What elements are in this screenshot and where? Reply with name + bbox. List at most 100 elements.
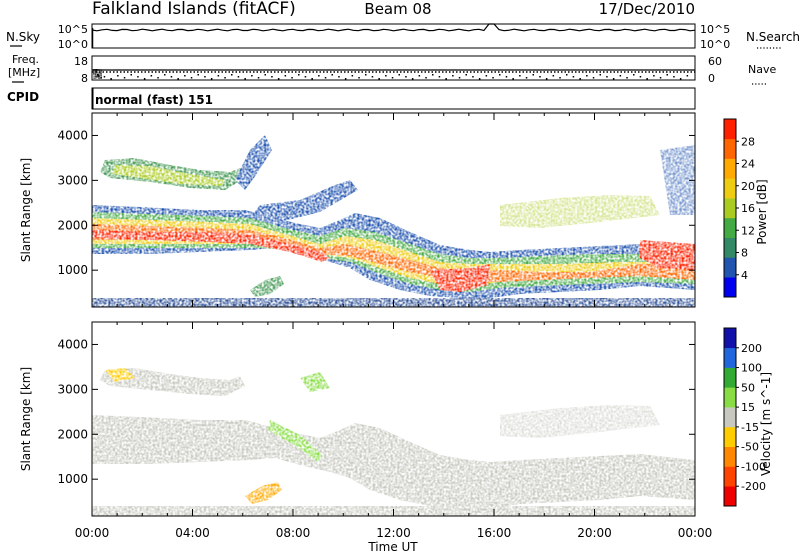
nave-dot xyxy=(552,75,555,77)
nave-dot xyxy=(231,74,233,76)
nave-dot xyxy=(626,77,628,79)
power-panel: Slant Range [km] 1000 2000 3000 4000 4 8 12 16… xyxy=(19,112,769,308)
nave-dot xyxy=(210,78,213,80)
power-far-band-right xyxy=(500,195,660,228)
colorbar-swatch xyxy=(724,367,736,388)
nave-dot xyxy=(525,77,528,79)
freq-panel-frame xyxy=(91,55,696,81)
power-data xyxy=(92,135,695,307)
nave-dot xyxy=(378,78,380,80)
freq-tick-high: 18 xyxy=(74,55,88,68)
velocity-upper-band xyxy=(100,368,245,396)
nave-dot xyxy=(666,74,668,76)
nave-dot xyxy=(117,75,119,77)
power-speckle-layer xyxy=(92,135,695,307)
nave-dot xyxy=(251,75,253,77)
velocity-colorbar-label: Velocity [m s^-1] xyxy=(759,372,773,476)
colorbar-frame xyxy=(723,327,737,507)
power-main-band-red xyxy=(92,230,330,262)
nave-dot xyxy=(566,74,568,76)
nave-dot xyxy=(298,74,300,76)
nave-dot xyxy=(311,78,313,80)
colorbar-swatch xyxy=(724,138,736,159)
nave-label: Nave xyxy=(748,63,776,76)
colorbar-swatch xyxy=(724,446,736,467)
nave-dot xyxy=(291,77,293,79)
cpid-label: CPID xyxy=(7,90,39,104)
y-tick-label: 1000 xyxy=(57,263,88,277)
nave-dot xyxy=(579,78,581,80)
nsky-trace xyxy=(91,23,696,32)
nave-dot xyxy=(606,76,608,78)
colorbar-swatch xyxy=(724,237,736,258)
nave-dot xyxy=(586,75,588,77)
nsearch-tick-low: 10^0 xyxy=(700,38,730,51)
x-tick-label: 16:00 xyxy=(477,526,512,540)
nave-dot xyxy=(499,74,501,76)
y-tick-label: 1000 xyxy=(57,472,88,486)
nave-dot xyxy=(398,74,400,76)
nave-dot xyxy=(217,75,220,77)
nsky-panel: N.Sky 10^5 10^0 10^5 10^0 N.Search xyxy=(6,23,800,51)
nave-dot xyxy=(137,76,139,78)
colorbar-swatch xyxy=(724,407,736,428)
nsky-panel-frame xyxy=(91,23,696,49)
power-red-patch-1600 xyxy=(430,264,490,292)
velocity-yellow-patch xyxy=(245,482,282,504)
nave-dot xyxy=(445,78,447,80)
y-tick-label: 2000 xyxy=(57,218,88,232)
velocity-colorbar: 200 100 50 15 -15 -50 -100 -200 xyxy=(723,327,766,507)
nave-tick-high: 60 xyxy=(708,55,722,68)
colorbar-tick-label: -15 xyxy=(741,421,759,434)
nave-dot xyxy=(465,74,467,76)
nave-dot xyxy=(324,77,327,79)
nave-dot xyxy=(539,76,541,78)
nave-dot xyxy=(418,75,421,77)
colorbar-tick-label: 8 xyxy=(741,247,748,260)
nave-dot xyxy=(572,76,575,78)
velocity-panel: Slant Range [km] 1000 2000 3000 4000 200 100… xyxy=(19,321,773,517)
nsearch-tick-high: 10^5 xyxy=(700,23,730,36)
nave-dot xyxy=(639,76,642,78)
power-colorbar-label: Power [dB] xyxy=(755,179,769,244)
nave-dot xyxy=(271,76,273,78)
velocity-green-streak xyxy=(268,420,322,462)
velocity-main-band xyxy=(92,415,695,508)
x-axis-label: Time UT xyxy=(367,540,418,554)
nave-dot xyxy=(150,75,153,77)
velocity-x-ticks xyxy=(91,322,696,516)
nave-dot xyxy=(686,75,689,77)
power-far-top-right xyxy=(660,145,695,215)
nave-dot xyxy=(619,75,622,77)
power-x-ticks xyxy=(91,113,696,307)
colorbar-tick-label: 15 xyxy=(741,401,755,414)
nave-dot xyxy=(351,75,354,77)
x-tick-label: 04:00 xyxy=(175,526,210,540)
colorbar-tick-label: 12 xyxy=(741,224,755,237)
colorbar-swatch xyxy=(724,466,736,487)
nave-dot xyxy=(505,76,508,78)
nave-dot xyxy=(177,78,179,80)
power-red-patch-2200 xyxy=(640,240,695,270)
nave-dot xyxy=(123,77,126,79)
nave-dot xyxy=(385,75,387,77)
colorbar-tick-label: 20 xyxy=(741,180,755,193)
colorbar-tick-label: 200 xyxy=(741,342,762,355)
power-right-arc xyxy=(235,135,272,190)
colorbar-swatch xyxy=(724,217,736,238)
colorbar-swatch xyxy=(724,158,736,179)
velocity-speckle-layer xyxy=(92,368,695,516)
nave-dot xyxy=(344,78,347,80)
freq-tick-low: 8 xyxy=(81,72,88,85)
nave-tick-low: 0 xyxy=(708,72,715,85)
nave-dot xyxy=(391,77,394,79)
nave-dot xyxy=(190,77,193,79)
power-colorbar: 4 8 12 16 20 24 28 xyxy=(723,118,755,298)
nave-dot xyxy=(405,76,407,78)
colorbar-swatch xyxy=(724,257,736,278)
y-tick-label: 3000 xyxy=(57,382,88,396)
nsky-tick-high: 10^5 xyxy=(58,23,88,36)
nave-dot xyxy=(284,75,287,77)
x-tick-label: 00:00 xyxy=(678,526,713,540)
nave-dot xyxy=(304,76,307,78)
